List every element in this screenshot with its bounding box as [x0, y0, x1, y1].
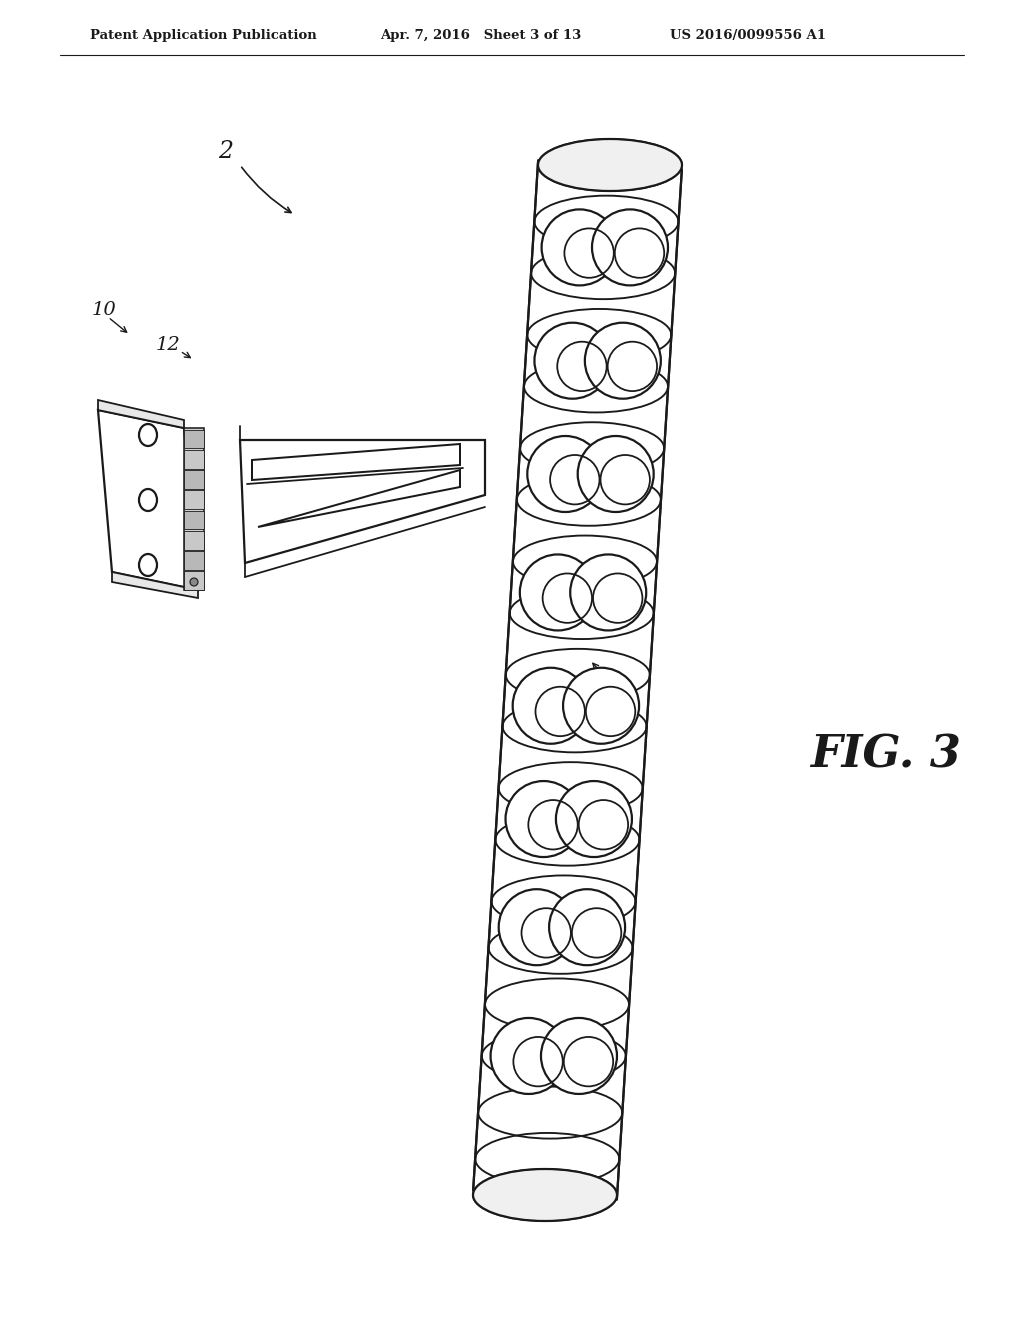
- Text: FIG. 3: FIG. 3: [810, 734, 961, 776]
- Text: Apr. 7, 2016   Sheet 3 of 13: Apr. 7, 2016 Sheet 3 of 13: [380, 29, 582, 41]
- Ellipse shape: [542, 210, 617, 285]
- Polygon shape: [98, 400, 184, 428]
- Polygon shape: [240, 440, 485, 564]
- Polygon shape: [112, 572, 198, 598]
- Polygon shape: [184, 428, 204, 590]
- Text: 12: 12: [156, 337, 181, 354]
- Ellipse shape: [139, 554, 157, 576]
- Polygon shape: [184, 450, 204, 469]
- Polygon shape: [184, 490, 204, 510]
- Ellipse shape: [538, 139, 682, 191]
- Ellipse shape: [513, 668, 589, 743]
- Text: 2: 2: [218, 140, 233, 164]
- Ellipse shape: [570, 554, 646, 631]
- Ellipse shape: [578, 436, 653, 512]
- Polygon shape: [184, 572, 204, 590]
- Ellipse shape: [592, 210, 668, 285]
- Polygon shape: [184, 531, 204, 549]
- Ellipse shape: [139, 488, 157, 511]
- Ellipse shape: [490, 1018, 566, 1094]
- Polygon shape: [252, 444, 460, 480]
- Ellipse shape: [499, 890, 574, 965]
- Ellipse shape: [190, 578, 198, 586]
- Ellipse shape: [549, 890, 625, 965]
- Ellipse shape: [563, 668, 639, 743]
- Text: Patent Application Publication: Patent Application Publication: [90, 29, 316, 41]
- Polygon shape: [184, 429, 204, 449]
- Ellipse shape: [535, 322, 610, 399]
- Ellipse shape: [585, 322, 660, 399]
- Ellipse shape: [520, 554, 596, 631]
- Polygon shape: [98, 411, 198, 590]
- Ellipse shape: [473, 1170, 617, 1221]
- Text: 4: 4: [620, 690, 633, 710]
- Polygon shape: [184, 511, 204, 529]
- Text: 10: 10: [92, 301, 117, 319]
- Polygon shape: [258, 470, 460, 527]
- Polygon shape: [184, 552, 204, 570]
- Text: 6: 6: [440, 441, 454, 459]
- Ellipse shape: [139, 424, 157, 446]
- Ellipse shape: [541, 1018, 617, 1094]
- Ellipse shape: [527, 436, 603, 512]
- Polygon shape: [473, 161, 682, 1200]
- Text: US 2016/0099556 A1: US 2016/0099556 A1: [670, 29, 826, 41]
- Ellipse shape: [556, 781, 632, 857]
- Ellipse shape: [506, 781, 582, 857]
- Polygon shape: [184, 470, 204, 488]
